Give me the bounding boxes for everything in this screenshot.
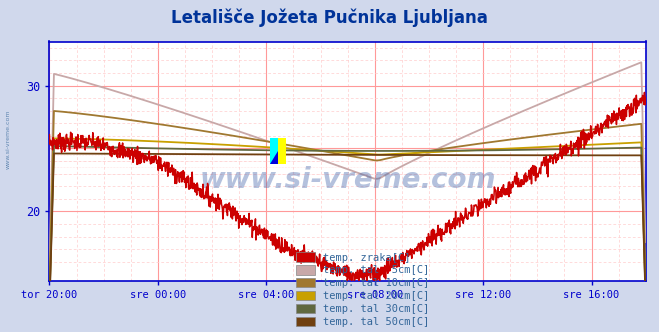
Text: www.si-vreme.com: www.si-vreme.com bbox=[5, 110, 11, 169]
Legend: temp. zraka[C], temp. tal  5cm[C], temp. tal 10cm[C], temp. tal 20cm[C], temp. t: temp. zraka[C], temp. tal 5cm[C], temp. … bbox=[296, 252, 429, 327]
Polygon shape bbox=[270, 151, 278, 164]
Text: www.si-vreme.com: www.si-vreme.com bbox=[200, 166, 496, 194]
Polygon shape bbox=[270, 138, 278, 164]
Polygon shape bbox=[278, 138, 286, 164]
Text: Letališče Jožeta Pučnika Ljubljana: Letališče Jožeta Pučnika Ljubljana bbox=[171, 8, 488, 27]
